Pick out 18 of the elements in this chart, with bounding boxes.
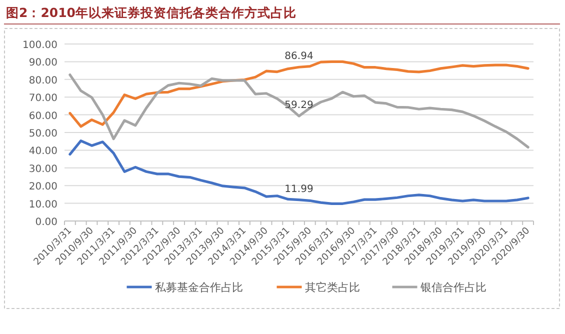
data-label: 11.99 xyxy=(284,184,314,195)
y-tick-label: 50.00 xyxy=(28,128,58,140)
legend-label: 其它类占比 xyxy=(304,281,360,294)
y-tick-label: 0.00 xyxy=(35,217,58,228)
legend-label: 银信合作占比 xyxy=(419,281,486,294)
y-tick-label: 20.00 xyxy=(28,182,58,193)
y-tick-label: 60.00 xyxy=(28,110,58,122)
chart-title: 图2：2010年以来证券投资信托各类合作方式占比 xyxy=(6,5,296,20)
y-tick-label: 100.00 xyxy=(22,40,58,51)
y-tick-label: 70.00 xyxy=(28,93,58,104)
y-tick-label: 80.00 xyxy=(28,75,58,86)
y-tick-label: 30.00 xyxy=(28,164,58,175)
y-tick-label: 90.00 xyxy=(28,58,58,69)
data-label: 86.94 xyxy=(284,51,314,62)
data-label: 59.29 xyxy=(284,100,314,112)
y-tick-label: 40.00 xyxy=(28,146,58,158)
legend-label: 私募基金合作占比 xyxy=(154,281,243,294)
y-tick-label: 10.00 xyxy=(28,199,58,210)
